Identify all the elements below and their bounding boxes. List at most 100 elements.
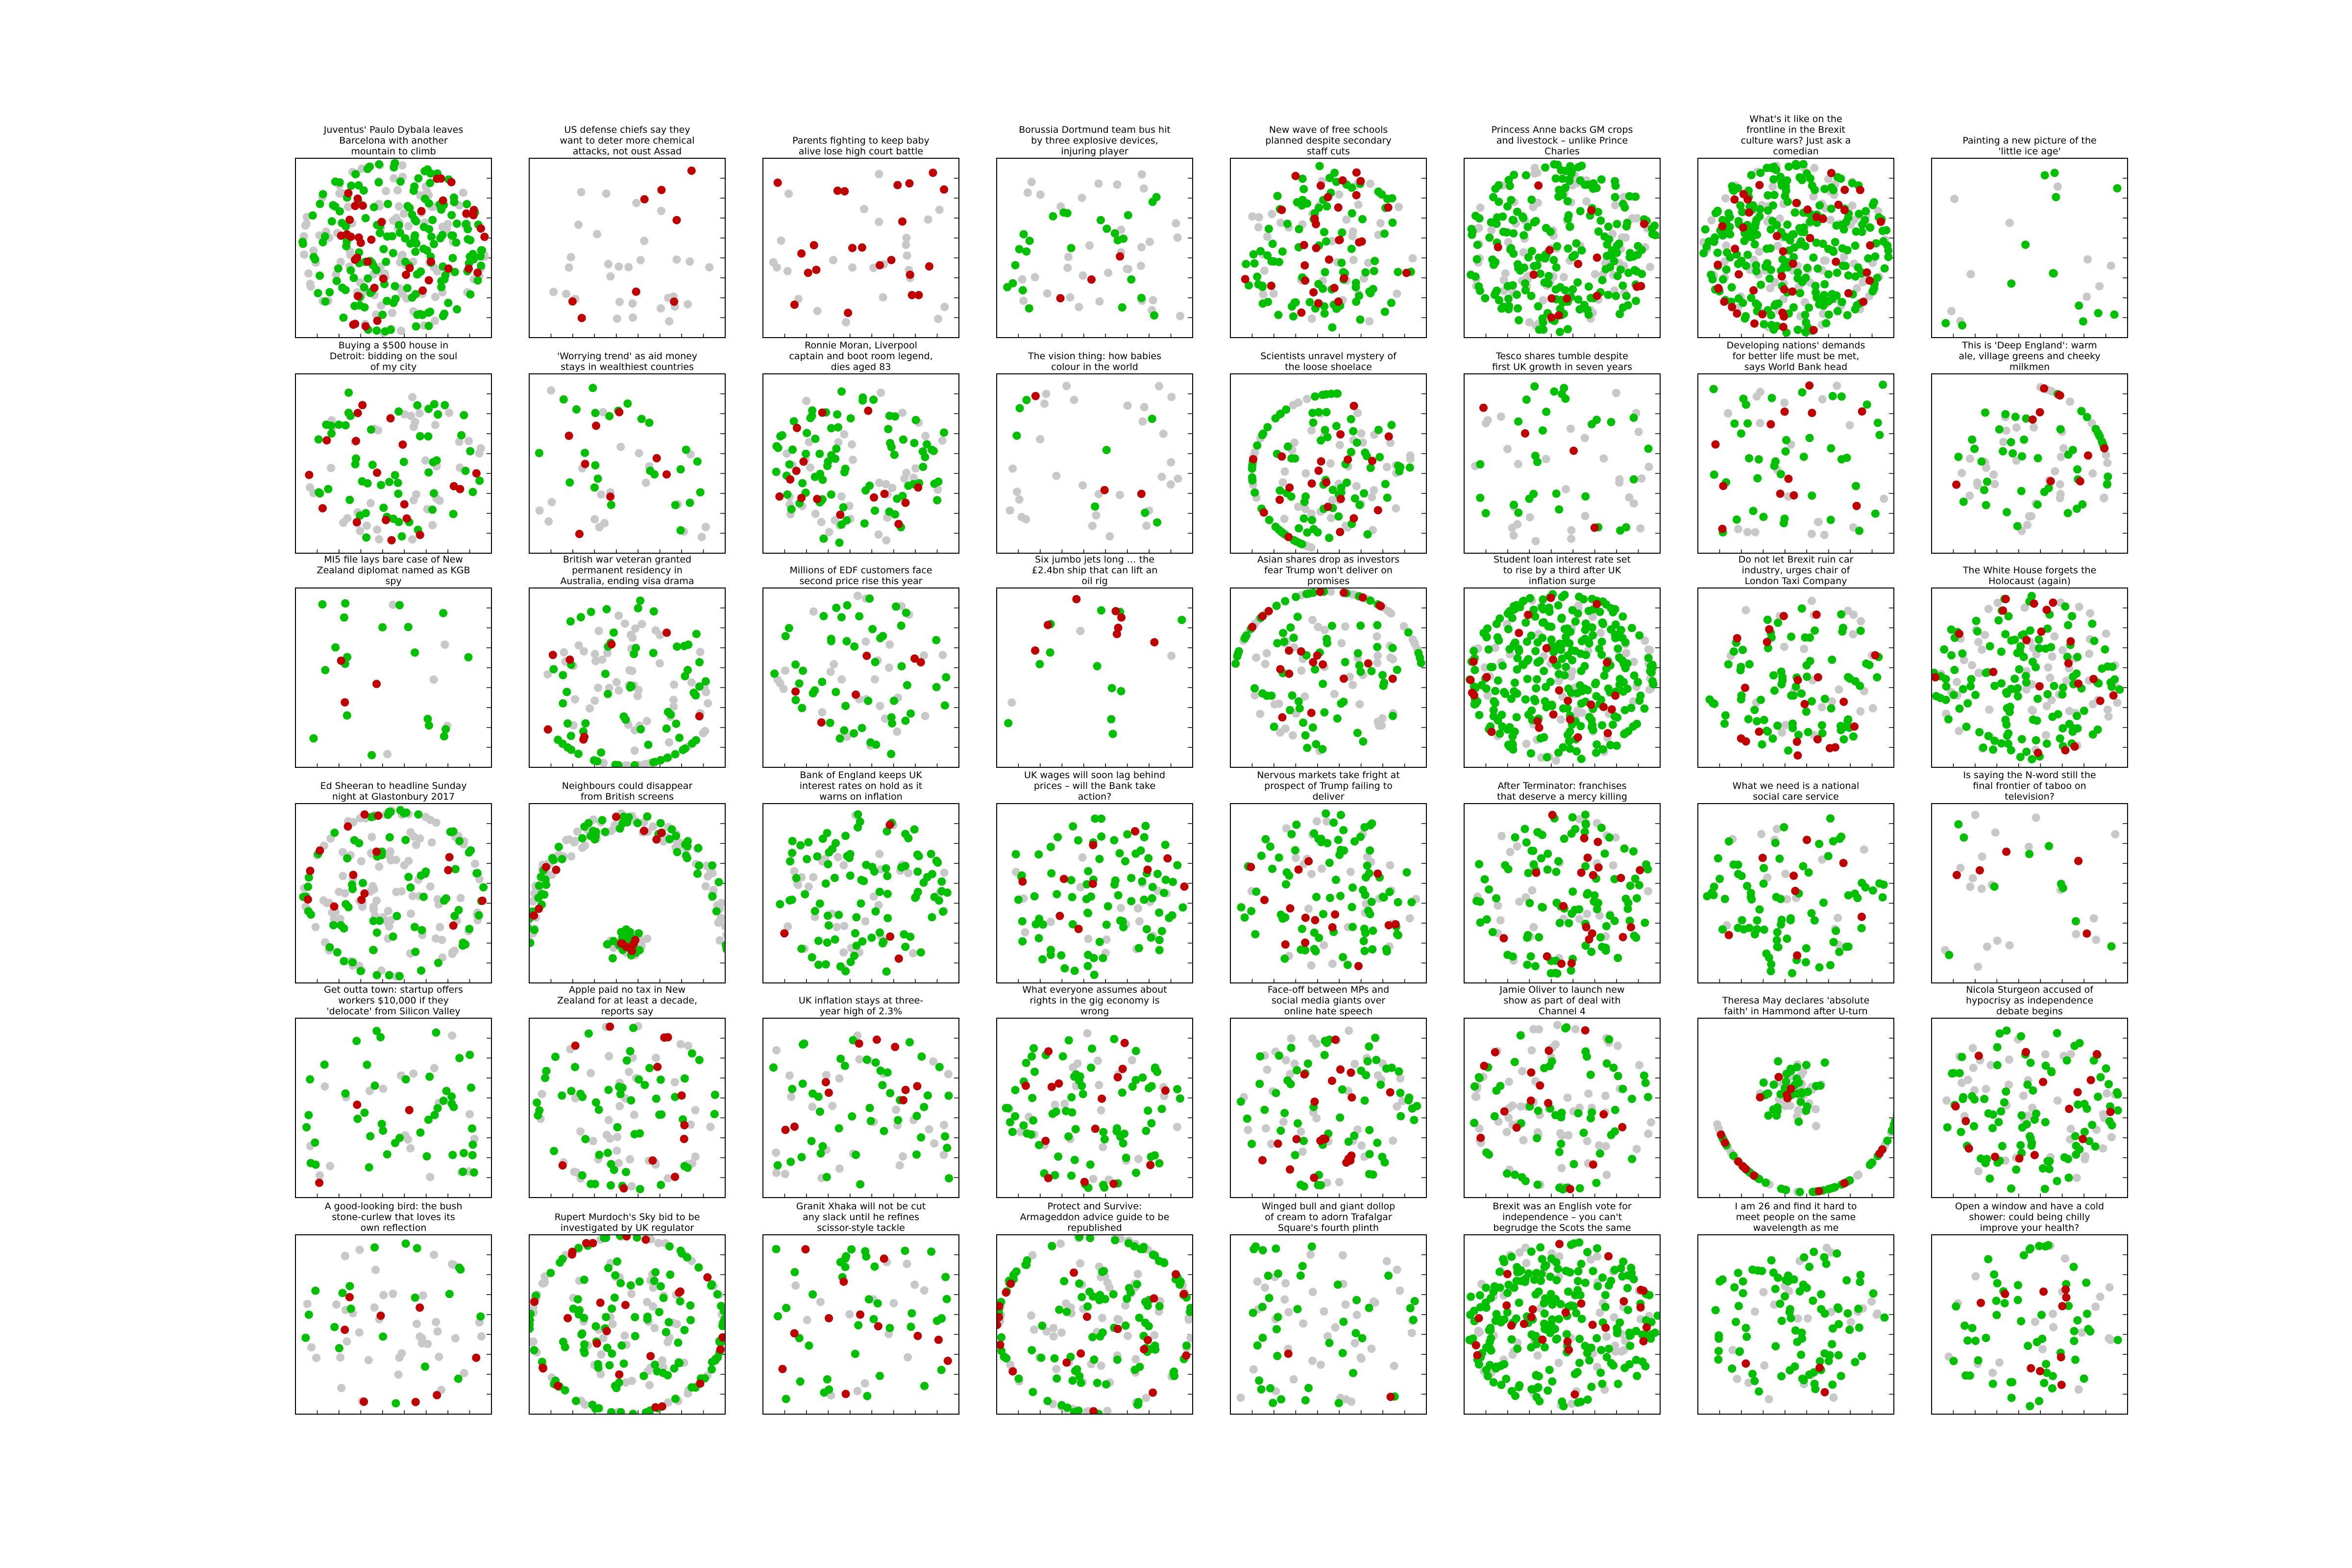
point-negative xyxy=(1839,697,1848,706)
point-positive xyxy=(882,864,890,873)
point-neutral xyxy=(781,666,789,675)
point-positive xyxy=(823,829,832,837)
point-positive xyxy=(314,435,323,444)
point-positive xyxy=(2047,643,2056,652)
point-neutral xyxy=(1137,170,1146,179)
point-positive xyxy=(1489,712,1498,721)
panel-title: second price rise this year xyxy=(800,576,923,587)
point-neutral xyxy=(1374,230,1383,239)
point-positive xyxy=(465,925,474,933)
point-negative xyxy=(469,206,478,215)
point-positive xyxy=(1492,220,1501,228)
point-positive xyxy=(786,857,794,866)
point-positive xyxy=(901,942,910,951)
point-negative xyxy=(1832,257,1840,266)
point-neutral xyxy=(1743,528,1752,537)
point-positive xyxy=(2034,694,2042,703)
point-positive xyxy=(1054,833,1062,841)
point-positive xyxy=(1268,864,1277,873)
point-neutral xyxy=(1853,284,1862,293)
point-neutral xyxy=(431,420,440,429)
point-positive xyxy=(1519,231,1528,240)
point-positive xyxy=(1514,417,1523,426)
point-positive xyxy=(1256,247,1265,255)
point-positive xyxy=(1817,721,1826,730)
point-positive xyxy=(1510,171,1519,179)
point-neutral xyxy=(725,926,733,934)
point-positive xyxy=(1311,392,1320,401)
point-neutral xyxy=(1064,252,1073,261)
point-positive xyxy=(714,878,723,886)
point-negative xyxy=(361,322,370,331)
point-positive xyxy=(372,326,381,335)
point-negative xyxy=(370,284,379,292)
point-positive xyxy=(846,414,855,423)
point-positive xyxy=(1348,923,1357,931)
point-positive xyxy=(1710,470,1718,479)
point-positive xyxy=(806,414,815,422)
point-positive xyxy=(1713,248,1722,257)
point-neutral xyxy=(1076,883,1085,892)
point-positive xyxy=(923,440,931,449)
point-negative xyxy=(1827,169,1836,177)
point-neutral xyxy=(389,600,397,609)
point-neutral xyxy=(1580,434,1589,442)
point-positive xyxy=(632,643,640,652)
point-positive xyxy=(1975,728,1984,736)
point-neutral xyxy=(1078,194,1086,202)
point-positive xyxy=(930,893,939,902)
point-neutral xyxy=(1301,505,1310,514)
point-neutral xyxy=(2088,469,2097,478)
point-positive xyxy=(1718,275,1727,284)
point-negative xyxy=(1548,810,1557,819)
point-positive xyxy=(1600,671,1609,680)
point-positive xyxy=(1148,197,1157,206)
point-neutral xyxy=(1137,243,1146,251)
point-positive xyxy=(1643,865,1652,874)
point-positive xyxy=(1275,486,1284,495)
point-positive xyxy=(1322,237,1330,246)
point-positive xyxy=(1827,204,1836,213)
point-positive xyxy=(1832,221,1841,230)
point-positive xyxy=(1760,715,1768,724)
point-positive xyxy=(447,211,456,220)
point-neutral xyxy=(837,675,846,684)
point-negative xyxy=(478,896,487,905)
point-neutral xyxy=(1953,678,1961,686)
point-positive xyxy=(808,689,817,698)
point-negative xyxy=(640,827,648,835)
point-positive xyxy=(910,439,919,447)
point-positive xyxy=(576,613,585,622)
point-positive xyxy=(1871,252,1880,261)
point-positive xyxy=(554,735,563,744)
point-positive xyxy=(796,841,805,850)
point-positive xyxy=(1788,724,1797,733)
point-positive xyxy=(1626,882,1635,890)
point-positive xyxy=(368,461,377,469)
point-neutral xyxy=(591,657,600,665)
point-positive xyxy=(883,914,892,923)
point-positive xyxy=(1555,505,1564,514)
point-neutral xyxy=(1497,832,1506,840)
point-neutral xyxy=(902,234,911,242)
point-positive xyxy=(788,445,797,454)
point-negative xyxy=(565,655,574,664)
point-negative xyxy=(628,947,636,956)
point-neutral xyxy=(1752,392,1761,401)
point-positive xyxy=(1607,417,1616,426)
panel-title: What we need is a national xyxy=(1733,781,1860,791)
point-negative xyxy=(1714,260,1722,269)
point-negative xyxy=(374,811,383,820)
point-positive xyxy=(564,719,572,728)
point-positive xyxy=(1791,682,1800,691)
point-neutral xyxy=(1326,459,1335,468)
point-positive xyxy=(2049,269,2058,278)
point-neutral xyxy=(1973,481,1982,490)
point-negative xyxy=(1788,259,1797,268)
point-negative xyxy=(1130,827,1139,835)
point-positive xyxy=(1470,665,1479,674)
point-neutral xyxy=(642,717,651,726)
point-positive xyxy=(2079,317,2087,326)
point-positive xyxy=(1123,830,1132,839)
point-negative xyxy=(1364,659,1372,668)
